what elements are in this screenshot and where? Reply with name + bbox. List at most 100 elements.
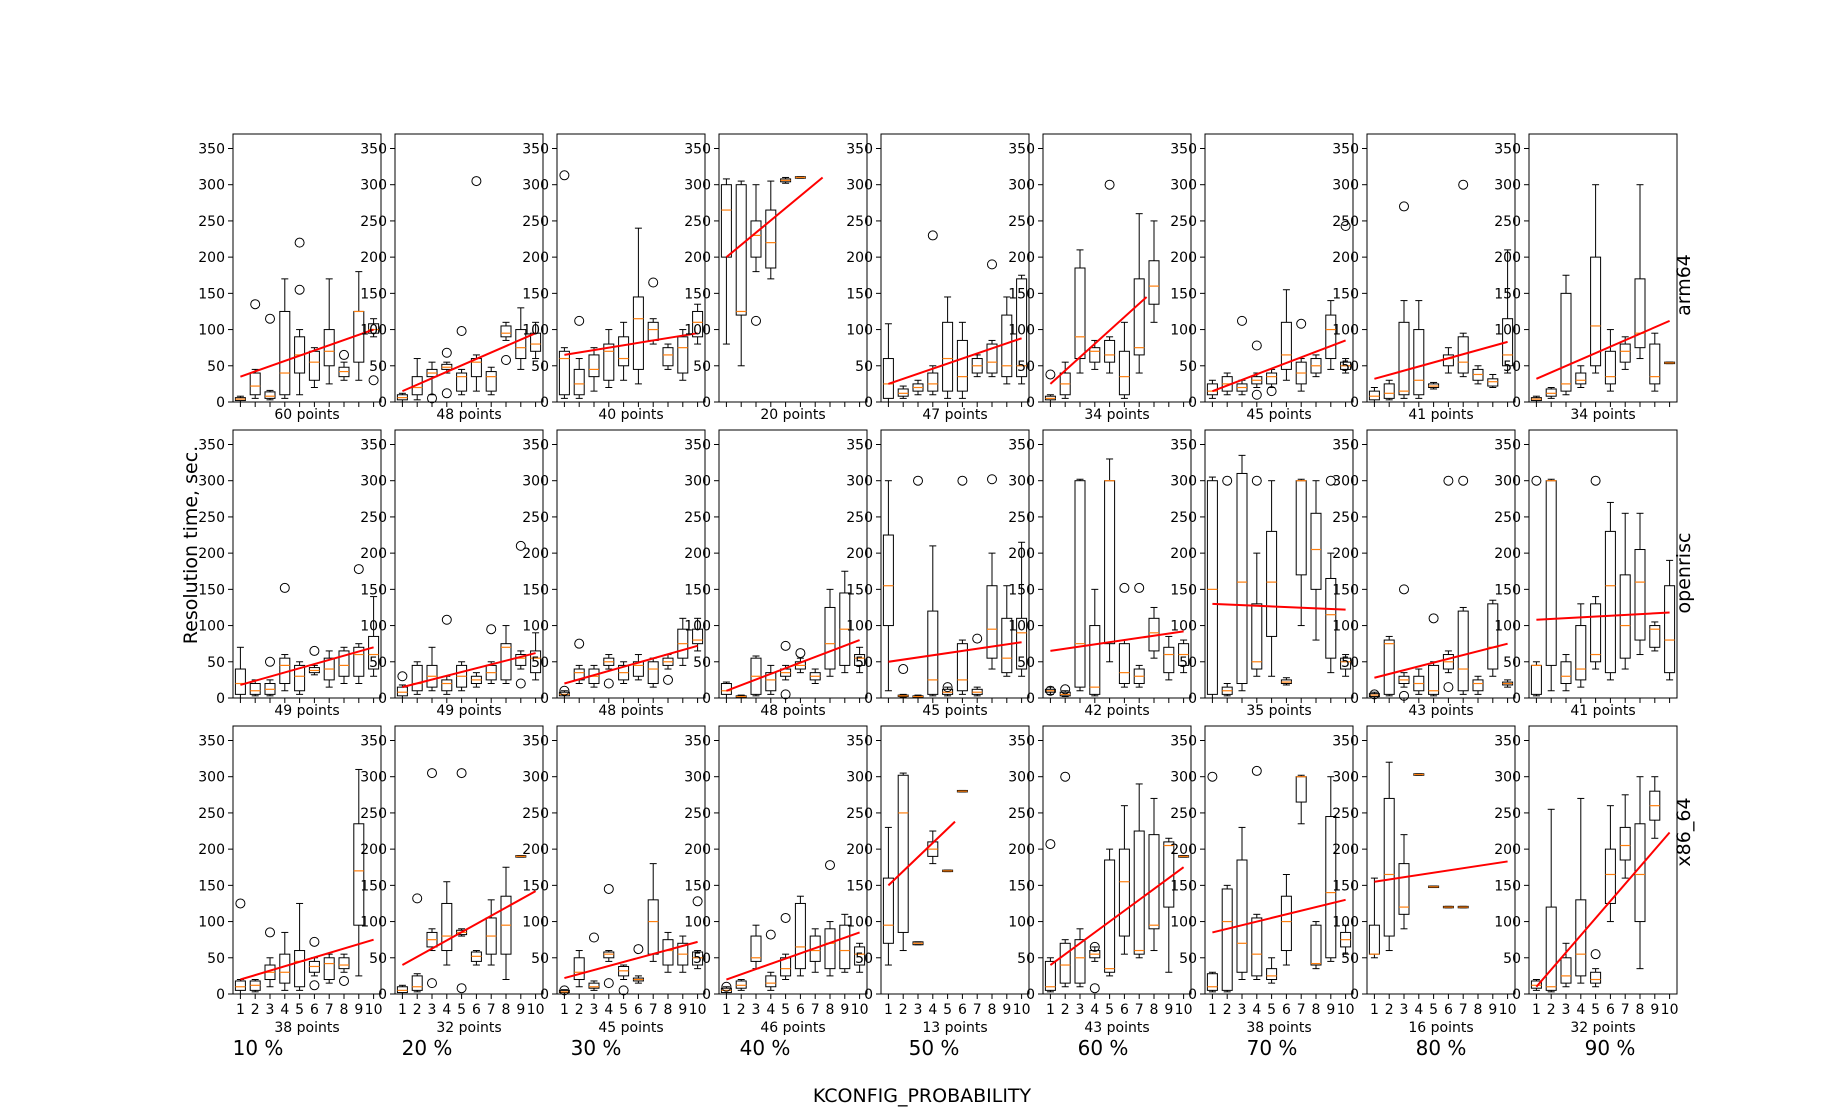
box-x4 <box>1089 941 1101 994</box>
y-tick-label: 100 <box>1332 619 1359 635</box>
outlier-point <box>427 978 437 989</box>
y-tick-label: 200 <box>1494 546 1521 562</box>
y-tick-label: 0 <box>216 395 225 411</box>
box-x4 <box>1251 340 1263 400</box>
box-iqr <box>515 654 527 666</box>
y-tick-label: 100 <box>360 323 387 339</box>
outlier-point <box>765 929 776 940</box>
box-x2 <box>1545 478 1557 692</box>
box-x7 <box>971 633 983 697</box>
box-x8 <box>986 259 998 378</box>
box-iqr <box>515 329 527 360</box>
box-x3 <box>1236 315 1248 396</box>
y-tick-label: 0 <box>1350 691 1359 707</box>
y-tick-label: 250 <box>360 510 387 526</box>
box-x6 <box>1118 321 1130 399</box>
box-iqr <box>1634 823 1646 923</box>
col-label-60: 60 % <box>1078 1036 1129 1060</box>
box-iqr <box>1295 480 1307 576</box>
y-tick-label: 150 <box>1494 286 1521 302</box>
x-tick-label: 7 <box>1297 1002 1306 1018</box>
box-iqr <box>1457 610 1469 692</box>
x-tick-label: 9 <box>354 1002 363 1018</box>
panel-frame <box>880 725 1030 995</box>
x-tick-label: 8 <box>1474 1002 1483 1018</box>
y-tick-label: 50 <box>207 359 225 375</box>
box-iqr <box>294 664 306 692</box>
box-x7 <box>1133 582 1145 688</box>
points-label: 41 points <box>1570 703 1635 719</box>
box-x10 <box>1664 361 1676 365</box>
box-x4 <box>603 883 615 989</box>
box-iqr <box>1163 646 1175 674</box>
x-tick-label: 3 <box>914 1002 923 1018</box>
outlier-point <box>456 768 467 779</box>
panel-frame <box>1528 725 1678 995</box>
trend-line <box>1049 866 1185 966</box>
panel-r0-c8: 0 50 100 150 200 250 300 350 34 points <box>1494 133 1678 423</box>
y-tick-label: 0 <box>216 691 225 707</box>
box-x8 <box>1472 675 1484 695</box>
box-iqr <box>1280 895 1292 952</box>
y-tick-label: 300 <box>846 770 873 786</box>
box-x4 <box>1089 588 1101 697</box>
outlier-point <box>441 347 452 358</box>
y-tick-label: 50 <box>1503 359 1521 375</box>
box-x8 <box>500 321 512 365</box>
y-tick-label: 300 <box>1494 474 1521 490</box>
box-x7 <box>485 899 497 966</box>
box-x4 <box>1251 475 1263 677</box>
points-label: 45 points <box>922 703 987 719</box>
box-iqr <box>927 372 939 392</box>
outlier-point <box>1399 690 1409 701</box>
outlier-point <box>1590 475 1601 486</box>
box-iqr <box>264 391 276 399</box>
box-x6 <box>308 347 320 389</box>
y-tick-label: 150 <box>1332 878 1359 894</box>
panel-frame <box>1528 133 1678 403</box>
x-tick-label: 7 <box>811 1002 820 1018</box>
box-iqr <box>573 957 585 981</box>
box-x4 <box>1413 773 1425 776</box>
y-tick-label: 150 <box>522 582 549 598</box>
outlier-point <box>1340 220 1351 231</box>
x-tick-label: 10 <box>851 1002 869 1018</box>
x-tick-label: 8 <box>988 1002 997 1018</box>
y-tick-label: 250 <box>1008 510 1035 526</box>
y-tick-label: 50 <box>1179 359 1197 375</box>
x-tick-label: 2 <box>575 1002 584 1018</box>
box-x2 <box>1383 635 1395 697</box>
box-x8 <box>662 654 674 685</box>
row-label-arm64: arm64 <box>1673 254 1695 316</box>
x-tick-label: 10 <box>1337 1002 1355 1018</box>
y-tick-label: 0 <box>702 395 711 411</box>
box-iqr <box>735 184 747 316</box>
x-tick-label: 1 <box>1046 1002 1055 1018</box>
y-tick-label: 200 <box>522 842 549 858</box>
y-tick-label: 150 <box>360 878 387 894</box>
outlier-point <box>692 896 703 907</box>
y-tick-label: 300 <box>522 770 549 786</box>
trend-line <box>1050 630 1184 652</box>
x-tick-label: 10 <box>1499 1002 1517 1018</box>
box-x5 <box>456 768 468 994</box>
x-tick-label: 9 <box>1326 1002 1335 1018</box>
y-tick-label: 300 <box>360 474 387 490</box>
x-tick-label: 5 <box>619 1002 628 1018</box>
box-x5 <box>780 176 792 184</box>
trend-line <box>726 931 860 981</box>
outlier-point <box>559 170 570 181</box>
y-tick-label: 250 <box>684 510 711 526</box>
box-x3 <box>1236 826 1248 981</box>
box-iqr <box>662 347 674 367</box>
y-tick-label: 150 <box>846 582 873 598</box>
y-tick-label: 200 <box>198 250 225 266</box>
box-x8 <box>1148 220 1160 323</box>
box-x1 <box>1530 979 1542 991</box>
box-x6 <box>1442 905 1454 909</box>
box-x9 <box>1163 837 1175 973</box>
y-tick-label: 150 <box>360 582 387 598</box>
x-tick-label: 2 <box>251 1002 260 1018</box>
box-x6 <box>1280 873 1292 966</box>
box-x2 <box>1383 379 1395 401</box>
